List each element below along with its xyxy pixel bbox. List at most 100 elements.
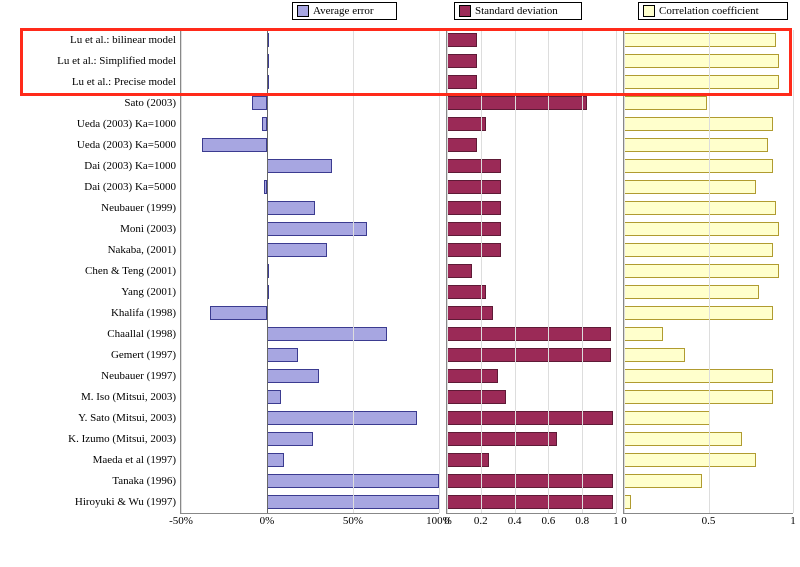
- bar: [447, 411, 613, 425]
- bar: [624, 243, 773, 257]
- category-label: Chen & Teng (2001): [0, 261, 180, 282]
- category-label: Chaallal (1998): [0, 324, 180, 345]
- bar: [624, 138, 768, 152]
- category-label: Maeda et al (1997): [0, 450, 180, 471]
- bar: [267, 369, 319, 383]
- category-label: K. Izumo (Mitsui, 2003): [0, 429, 180, 450]
- tick-label: -50%: [169, 515, 193, 527]
- bar: [267, 432, 313, 446]
- bar: [447, 474, 613, 488]
- tick-label: 0: [621, 515, 627, 527]
- bar: [624, 411, 710, 425]
- category-label: Dai (2003) Ka=1000: [0, 156, 180, 177]
- bar: [624, 159, 773, 173]
- swatch-avg-error: [297, 5, 309, 17]
- bar: [624, 180, 756, 194]
- category-label: Neubauer (1999): [0, 198, 180, 219]
- bar: [447, 264, 472, 278]
- bar: [267, 411, 417, 425]
- bar: [447, 369, 498, 383]
- category-label: Khalifa (1998): [0, 303, 180, 324]
- bar: [267, 327, 387, 341]
- gridline: [709, 30, 710, 513]
- bar: [267, 159, 332, 173]
- bar: [267, 453, 284, 467]
- legend-label-avg-error: Average error: [313, 5, 374, 17]
- xaxis-std-dev: 00.20.40.60.81: [447, 515, 616, 531]
- category-label: Yang (2001): [0, 282, 180, 303]
- bar: [624, 117, 773, 131]
- gridline: [582, 30, 583, 513]
- bar: [447, 243, 501, 257]
- tick-label: 50%: [343, 515, 363, 527]
- panel-std-dev: 00.20.40.60.81: [446, 30, 616, 514]
- bar: [267, 348, 298, 362]
- bar: [267, 222, 367, 236]
- bar: [447, 432, 557, 446]
- bar: [267, 201, 315, 215]
- bar: [267, 243, 327, 257]
- bar: [447, 327, 611, 341]
- category-label: Y. Sato (Mitsui, 2003): [0, 408, 180, 429]
- bar: [447, 96, 587, 110]
- bar: [210, 306, 267, 320]
- bar: [447, 159, 501, 173]
- bar: [447, 390, 506, 404]
- tick-label: 0.4: [508, 515, 522, 527]
- gridline: [447, 30, 448, 513]
- panel-avg-error: -50%0%50%100%: [180, 30, 439, 514]
- bar: [447, 180, 501, 194]
- panel-corr: 00.51: [623, 30, 793, 514]
- bar: [624, 264, 779, 278]
- bar: [624, 369, 773, 383]
- swatch-std-dev: [459, 5, 471, 17]
- gridline: [439, 30, 440, 513]
- bar: [447, 453, 489, 467]
- category-label: Gemert (1997): [0, 345, 180, 366]
- xaxis-corr: 00.51: [624, 515, 793, 531]
- xaxis-avg-error: -50%0%50%100%: [181, 515, 439, 531]
- legend-item-corr: Correlation coefficient: [638, 2, 788, 20]
- tick-label: 0.6: [542, 515, 556, 527]
- tick-label: 0%: [260, 515, 275, 527]
- bar: [447, 222, 501, 236]
- bar: [624, 453, 756, 467]
- category-label: Sato (2003): [0, 93, 180, 114]
- gridline: [515, 30, 516, 513]
- gridline: [616, 30, 617, 513]
- tick-label: 1: [613, 515, 619, 527]
- gridline: [793, 30, 794, 513]
- gridline: [481, 30, 482, 513]
- bar: [267, 390, 281, 404]
- bar: [624, 348, 685, 362]
- gridline: [267, 30, 268, 513]
- bar: [447, 306, 493, 320]
- bar: [624, 306, 773, 320]
- category-label: Neubauer (1997): [0, 366, 180, 387]
- category-label: Tanaka (1996): [0, 471, 180, 492]
- tick-label: 1: [790, 515, 796, 527]
- category-labels: Lu et al.: bilinear modelLu et al.: Simp…: [0, 30, 180, 513]
- category-label: Hiroyuki & Wu (1997): [0, 492, 180, 513]
- tick-label: 0.5: [702, 515, 716, 527]
- legend-item-std-dev: Standard deviation: [454, 2, 582, 20]
- bar: [447, 201, 501, 215]
- bar: [252, 96, 267, 110]
- swatch-corr: [643, 5, 655, 17]
- bar: [624, 222, 779, 236]
- bar: [447, 495, 613, 509]
- category-label: Ueda (2003) Ka=1000: [0, 114, 180, 135]
- gridline: [181, 30, 182, 513]
- bar: [624, 390, 773, 404]
- bar: [624, 285, 759, 299]
- tick-label: 0: [444, 515, 450, 527]
- tick-label: 0.2: [474, 515, 488, 527]
- gridline: [353, 30, 354, 513]
- legend-item-avg-error: Average error: [292, 2, 397, 20]
- bar: [202, 138, 267, 152]
- bar: [624, 96, 707, 110]
- bar: [624, 432, 742, 446]
- bar: [624, 327, 663, 341]
- gridline: [548, 30, 549, 513]
- category-label: Nakaba, (2001): [0, 240, 180, 261]
